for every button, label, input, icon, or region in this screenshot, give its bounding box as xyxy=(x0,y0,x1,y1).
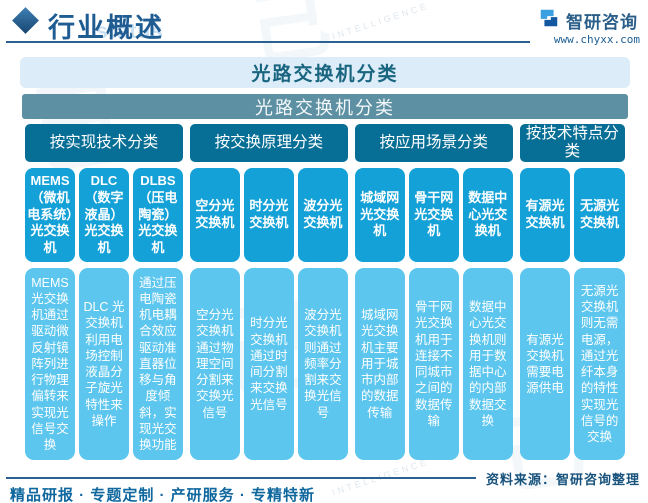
category-group-technology: 按实现技术分类 MEMS（微机电系统）光交换机 DLC（数字液晶）光交换机 DL… xyxy=(25,124,183,460)
subcategory-row: 城域网光交换机 骨干网光交换机 数据中心光交换机 xyxy=(354,168,513,262)
chart-title: 光路交换机分类 xyxy=(20,57,630,88)
subcategory-description: 数据中心光交换机则用于数据中心的内部数据交换 xyxy=(462,268,513,460)
footer-tagline: 精品研报 · 专题定制 · 产研服务 · 专精特新 xyxy=(10,487,315,503)
subcategory-box: 城域网光交换机 xyxy=(354,168,405,262)
subcategory-description: 通过压电陶瓷机电耦合效应驱动准直器位移与角度倾斜，实现光交换功能 xyxy=(132,268,183,460)
description-row: MEMS光交换机通过驱动微反射镜阵列进行物理偏转来实现光信号交换 DLC 光交换… xyxy=(25,268,183,460)
subcategory-box: 空分光交换机 xyxy=(189,168,240,262)
subcategory-description: 时分光交换机通过时间分割来交换光信号 xyxy=(243,268,294,460)
subcategory-box: 数据中心光交换机 xyxy=(462,168,513,262)
category-group-scenario: 按应用场景分类 城域网光交换机 骨干网光交换机 数据中心光交换机 城域网光交换机… xyxy=(354,124,513,460)
description-row: 有源光交换机需要电源供电 无源光交换机则无需电源，通过光纤本身的特性实现光信号的… xyxy=(519,268,625,460)
description-row: 城域网光交换机主要用于城市内部的数据传输 骨干网光交换机用于连接不同城市之间的数… xyxy=(354,268,513,460)
category-group-feature: 按技术特点分类 有源光交换机 无源光交换机 有源光交换机需要电源供电 无源光交换… xyxy=(519,124,625,460)
subcategory-box: 有源光交换机 xyxy=(519,168,571,262)
subcategory-description: 有源光交换机需要电源供电 xyxy=(519,268,571,460)
category-header: 按实现技术分类 xyxy=(25,124,183,162)
status-watermark-text: status xyxy=(96,20,164,43)
subcategory-description: 骨干网光交换机用于连接不同城市之间的数据传输 xyxy=(408,268,459,460)
brand-name: 智研咨询 xyxy=(566,13,638,32)
header-divider xyxy=(6,41,530,43)
chart-banner: 光路交换机分类 xyxy=(22,94,628,119)
subcategory-box: 无源光交换机 xyxy=(574,168,625,262)
subcategory-row: MEMS（微机电系统）光交换机 DLC（数字液晶）光交换机 DLBS（压电陶瓷）… xyxy=(25,168,183,262)
subcategory-description: DLC 光交换机利用电场控制液晶分子旋光特性来操作 xyxy=(78,268,129,460)
category-group-principle: 按交换原理分类 空分光交换机 时分光交换机 波分光交换机 空分光交换机通过物理空… xyxy=(189,124,348,460)
subcategory-box: DLBS（压电陶瓷）光交换机 xyxy=(132,168,183,262)
subcategory-box: 骨干网光交换机 xyxy=(408,168,459,262)
subcategory-row: 有源光交换机 无源光交换机 xyxy=(519,168,625,262)
category-header: 按技术特点分类 xyxy=(519,124,625,162)
category-header: 按应用场景分类 xyxy=(354,124,513,162)
footer-divider xyxy=(6,477,476,479)
subcategory-box: 时分光交换机 xyxy=(243,168,294,262)
brand-logo-icon xyxy=(538,7,560,34)
section-title: 行业概述 xyxy=(48,13,164,43)
classification-groups: 按实现技术分类 MEMS（微机电系统）光交换机 DLC（数字液晶）光交换机 DL… xyxy=(25,124,625,460)
source-row: 资料来源：智研咨询整理 xyxy=(6,468,640,488)
page-header: status 行业概述 智研咨询 www.chyxx.com xyxy=(0,0,648,47)
subcategory-box: MEMS（微机电系统）光交换机 xyxy=(25,168,75,262)
subcategory-box: 波分光交换机 xyxy=(297,168,348,262)
subcategory-description: 波分光交换机则通过频率分割来交换光信号 xyxy=(297,268,348,460)
subcategory-description: 空分光交换机通过物理空间分割来交换光信号 xyxy=(189,268,240,460)
subcategory-box: DLC（数字液晶）光交换机 xyxy=(78,168,129,262)
subcategory-row: 空分光交换机 时分光交换机 波分光交换机 xyxy=(189,168,348,262)
subcategory-description: 无源光交换机则无需电源，通过光纤本身的特性实现光信号的交换 xyxy=(574,268,625,460)
category-header: 按交换原理分类 xyxy=(189,124,348,162)
brand-website: www.chyxx.com xyxy=(553,33,640,46)
diamond-icon xyxy=(12,7,39,34)
subcategory-description: MEMS光交换机通过驱动微反射镜阵列进行物理偏转来实现光信号交换 xyxy=(25,268,75,460)
source-text: 资料来源：智研咨询整理 xyxy=(485,471,640,487)
brand: 智研咨询 xyxy=(538,7,638,34)
description-row: 空分光交换机通过物理空间分割来交换光信号 时分光交换机通过时间分割来交换光信号 … xyxy=(189,268,348,460)
subcategory-description: 城域网光交换机主要用于城市内部的数据传输 xyxy=(354,268,405,460)
